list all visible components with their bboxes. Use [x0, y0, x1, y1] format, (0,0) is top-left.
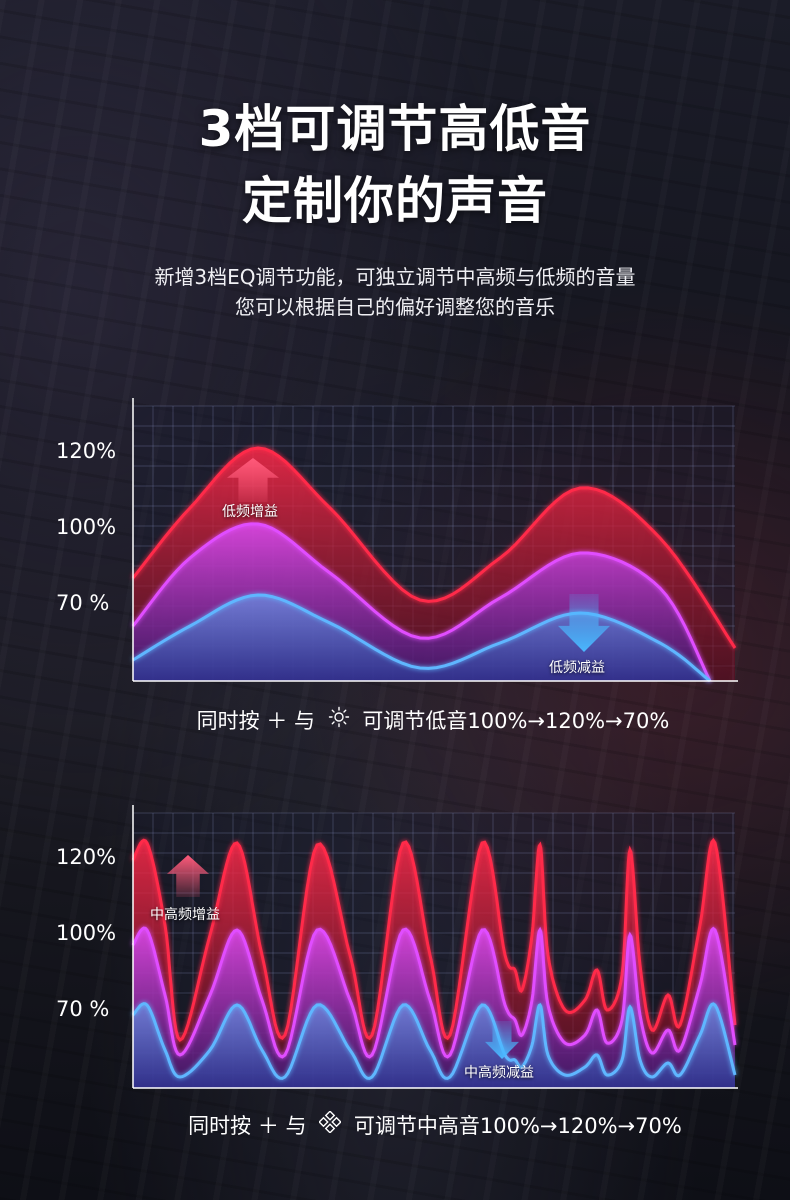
subtitle-line-2: 您可以根据自己的偏好调整您的音乐 [235, 295, 555, 319]
bass-gain-label: 低频增益 [222, 504, 278, 520]
y-tick-100: 100% [56, 515, 117, 539]
red-wave-line [131, 837, 737, 1043]
magenta-wave-area [133, 928, 735, 1088]
bass-eq-chart-graphic [131, 398, 738, 683]
magenta-wave-line [131, 926, 737, 1059]
page-title-line-2: 定制你的声音 [242, 172, 548, 230]
page-title-line-1: 3档可调节高低音 [198, 100, 592, 158]
bass-caption-prefix: 同时按 ＋ 与 [196, 709, 316, 733]
cut-arrow-down-icon [485, 1021, 519, 1059]
magenta-wave-line [131, 522, 712, 682]
gain-arrow-up-icon [227, 458, 279, 502]
blue-wave-area [133, 1003, 735, 1088]
blue-wave-line [131, 1002, 737, 1080]
treble-eq-chart: 120% 100% 70 % 中高频增益 中高频减益 [0, 805, 790, 1105]
bass-caption-suffix: 可调节低音100%→120%→70% [362, 709, 670, 733]
gain-arrow-up-icon [167, 855, 209, 897]
treble-gain-label: 中高频增益 [150, 907, 220, 923]
red-wave-line [131, 446, 737, 649]
blue-wave-line [132, 593, 711, 683]
bass-caption: 同时按 ＋ 与 可调节低音100%→120%→70% [38, 705, 790, 736]
sun-brightness-icon [328, 706, 350, 736]
treble-cut-label: 中高频减益 [464, 1065, 534, 1081]
bass-eq-chart: 120% 100% 70 % 低频增益 低频减益 [0, 398, 790, 698]
y-tick-70: 70 % [56, 997, 110, 1021]
treble-caption: 同时按 ＋ 与 可调节中高音100%→120%→70% [40, 1110, 790, 1141]
treble-caption-prefix: 同时按 ＋ 与 [188, 1114, 307, 1138]
treble-eq-chart-graphic [131, 805, 738, 1089]
cut-arrow-down-icon [558, 594, 610, 652]
treble-caption-suffix: 可调节中高音100%→120%→70% [353, 1114, 682, 1138]
diamond-dots-icon [318, 1110, 342, 1141]
red-wave-area [133, 840, 735, 1088]
y-tick-120: 120% [56, 439, 117, 463]
y-tick-100: 100% [56, 921, 117, 945]
blue-wave-area [133, 595, 710, 681]
y-tick-70: 70 % [56, 591, 110, 615]
bass-cut-label: 低频减益 [549, 660, 605, 676]
subtitle-line-1: 新增3档EQ调节功能，可独立调节中高频与低频的音量 [154, 265, 636, 289]
y-tick-120: 120% [56, 845, 117, 869]
